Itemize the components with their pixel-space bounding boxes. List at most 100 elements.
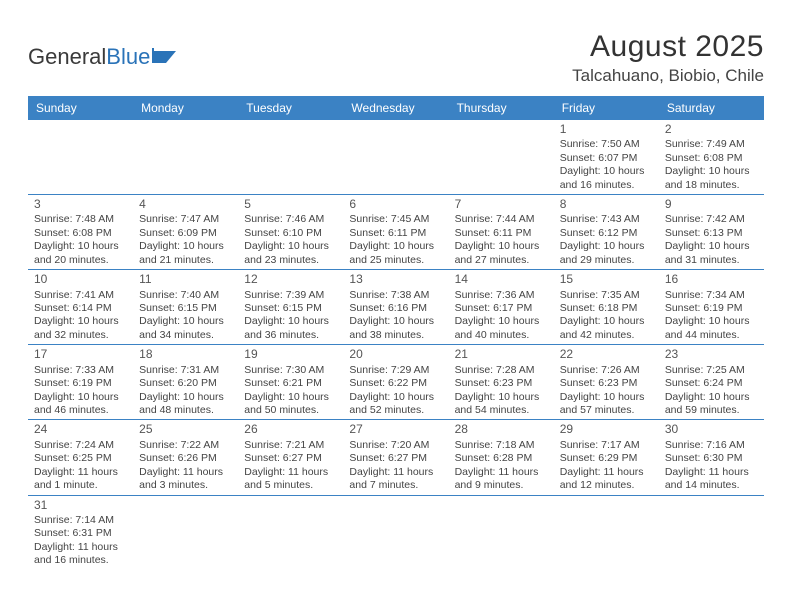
day-number: 29 bbox=[560, 422, 653, 437]
day-cell: 29Sunrise: 7:17 AMSunset: 6:29 PMDayligh… bbox=[554, 420, 659, 494]
day-day1: Daylight: 10 hours bbox=[665, 391, 758, 404]
day-sunrise: Sunrise: 7:47 AM bbox=[139, 213, 232, 226]
logo-text-1: General bbox=[28, 44, 106, 70]
day-sunset: Sunset: 6:22 PM bbox=[349, 377, 442, 390]
day-day1: Daylight: 11 hours bbox=[560, 466, 653, 479]
day-number: 4 bbox=[139, 197, 232, 212]
day-cell-empty bbox=[238, 120, 343, 194]
day-day1: Daylight: 10 hours bbox=[455, 391, 548, 404]
weekday-tuesday: Tuesday bbox=[238, 97, 343, 120]
day-cell: 24Sunrise: 7:24 AMSunset: 6:25 PMDayligh… bbox=[28, 420, 133, 494]
day-day2: and 1 minute. bbox=[34, 479, 127, 492]
day-day1: Daylight: 10 hours bbox=[560, 165, 653, 178]
day-number: 30 bbox=[665, 422, 758, 437]
day-sunset: Sunset: 6:23 PM bbox=[560, 377, 653, 390]
day-sunset: Sunset: 6:13 PM bbox=[665, 227, 758, 240]
day-day1: Daylight: 10 hours bbox=[560, 391, 653, 404]
day-number: 9 bbox=[665, 197, 758, 212]
day-sunrise: Sunrise: 7:24 AM bbox=[34, 439, 127, 452]
day-cell: 22Sunrise: 7:26 AMSunset: 6:23 PMDayligh… bbox=[554, 345, 659, 419]
day-cell-empty bbox=[554, 496, 659, 570]
day-day1: Daylight: 10 hours bbox=[244, 315, 337, 328]
weekday-monday: Monday bbox=[133, 97, 238, 120]
day-sunrise: Sunrise: 7:20 AM bbox=[349, 439, 442, 452]
day-number: 17 bbox=[34, 347, 127, 362]
day-sunset: Sunset: 6:17 PM bbox=[455, 302, 548, 315]
day-sunset: Sunset: 6:16 PM bbox=[349, 302, 442, 315]
day-day1: Daylight: 10 hours bbox=[244, 240, 337, 253]
day-sunset: Sunset: 6:09 PM bbox=[139, 227, 232, 240]
day-cell: 2Sunrise: 7:49 AMSunset: 6:08 PMDaylight… bbox=[659, 120, 764, 194]
day-day2: and 9 minutes. bbox=[455, 479, 548, 492]
day-number: 31 bbox=[34, 498, 127, 513]
day-day2: and 27 minutes. bbox=[455, 254, 548, 267]
day-sunrise: Sunrise: 7:33 AM bbox=[34, 364, 127, 377]
day-sunset: Sunset: 6:19 PM bbox=[665, 302, 758, 315]
day-cell: 11Sunrise: 7:40 AMSunset: 6:15 PMDayligh… bbox=[133, 270, 238, 344]
day-number: 3 bbox=[34, 197, 127, 212]
day-sunrise: Sunrise: 7:46 AM bbox=[244, 213, 337, 226]
day-day2: and 29 minutes. bbox=[560, 254, 653, 267]
day-number: 12 bbox=[244, 272, 337, 287]
day-cell: 7Sunrise: 7:44 AMSunset: 6:11 PMDaylight… bbox=[449, 195, 554, 269]
day-cell: 25Sunrise: 7:22 AMSunset: 6:26 PMDayligh… bbox=[133, 420, 238, 494]
day-cell: 8Sunrise: 7:43 AMSunset: 6:12 PMDaylight… bbox=[554, 195, 659, 269]
day-cell: 13Sunrise: 7:38 AMSunset: 6:16 PMDayligh… bbox=[343, 270, 448, 344]
day-cell: 26Sunrise: 7:21 AMSunset: 6:27 PMDayligh… bbox=[238, 420, 343, 494]
day-number: 7 bbox=[455, 197, 548, 212]
day-sunrise: Sunrise: 7:42 AM bbox=[665, 213, 758, 226]
day-day1: Daylight: 10 hours bbox=[139, 391, 232, 404]
day-sunset: Sunset: 6:25 PM bbox=[34, 452, 127, 465]
day-day2: and 32 minutes. bbox=[34, 329, 127, 342]
day-day1: Daylight: 10 hours bbox=[455, 315, 548, 328]
day-sunset: Sunset: 6:10 PM bbox=[244, 227, 337, 240]
day-cell-empty bbox=[449, 496, 554, 570]
day-day1: Daylight: 10 hours bbox=[349, 391, 442, 404]
day-day2: and 50 minutes. bbox=[244, 404, 337, 417]
day-number: 2 bbox=[665, 122, 758, 137]
day-number: 11 bbox=[139, 272, 232, 287]
day-day1: Daylight: 10 hours bbox=[139, 315, 232, 328]
logo-text-2: Blue bbox=[106, 44, 150, 70]
day-day2: and 3 minutes. bbox=[139, 479, 232, 492]
day-sunset: Sunset: 6:19 PM bbox=[34, 377, 127, 390]
day-number: 14 bbox=[455, 272, 548, 287]
day-number: 23 bbox=[665, 347, 758, 362]
day-sunset: Sunset: 6:28 PM bbox=[455, 452, 548, 465]
day-cell: 27Sunrise: 7:20 AMSunset: 6:27 PMDayligh… bbox=[343, 420, 448, 494]
day-day2: and 14 minutes. bbox=[665, 479, 758, 492]
day-cell: 30Sunrise: 7:16 AMSunset: 6:30 PMDayligh… bbox=[659, 420, 764, 494]
day-sunrise: Sunrise: 7:49 AM bbox=[665, 138, 758, 151]
day-sunrise: Sunrise: 7:16 AM bbox=[665, 439, 758, 452]
day-day2: and 59 minutes. bbox=[665, 404, 758, 417]
day-number: 13 bbox=[349, 272, 442, 287]
day-cell: 10Sunrise: 7:41 AMSunset: 6:14 PMDayligh… bbox=[28, 270, 133, 344]
day-sunrise: Sunrise: 7:38 AM bbox=[349, 289, 442, 302]
day-cell-empty bbox=[343, 496, 448, 570]
day-number: 5 bbox=[244, 197, 337, 212]
day-sunset: Sunset: 6:26 PM bbox=[139, 452, 232, 465]
day-cell: 28Sunrise: 7:18 AMSunset: 6:28 PMDayligh… bbox=[449, 420, 554, 494]
day-day2: and 54 minutes. bbox=[455, 404, 548, 417]
day-number: 8 bbox=[560, 197, 653, 212]
day-day2: and 48 minutes. bbox=[139, 404, 232, 417]
day-day2: and 34 minutes. bbox=[139, 329, 232, 342]
day-cell: 21Sunrise: 7:28 AMSunset: 6:23 PMDayligh… bbox=[449, 345, 554, 419]
logo: GeneralBlue bbox=[28, 30, 178, 70]
day-cell: 23Sunrise: 7:25 AMSunset: 6:24 PMDayligh… bbox=[659, 345, 764, 419]
day-day2: and 16 minutes. bbox=[560, 179, 653, 192]
day-number: 24 bbox=[34, 422, 127, 437]
day-sunset: Sunset: 6:15 PM bbox=[244, 302, 337, 315]
day-day1: Daylight: 11 hours bbox=[665, 466, 758, 479]
day-day1: Daylight: 10 hours bbox=[455, 240, 548, 253]
day-day1: Daylight: 10 hours bbox=[665, 315, 758, 328]
day-sunset: Sunset: 6:27 PM bbox=[244, 452, 337, 465]
day-number: 20 bbox=[349, 347, 442, 362]
day-cell: 20Sunrise: 7:29 AMSunset: 6:22 PMDayligh… bbox=[343, 345, 448, 419]
day-number: 16 bbox=[665, 272, 758, 287]
day-number: 26 bbox=[244, 422, 337, 437]
day-cell-empty bbox=[133, 120, 238, 194]
day-day2: and 25 minutes. bbox=[349, 254, 442, 267]
weekday-header-row: SundayMondayTuesdayWednesdayThursdayFrid… bbox=[28, 97, 764, 120]
day-day1: Daylight: 10 hours bbox=[34, 240, 127, 253]
